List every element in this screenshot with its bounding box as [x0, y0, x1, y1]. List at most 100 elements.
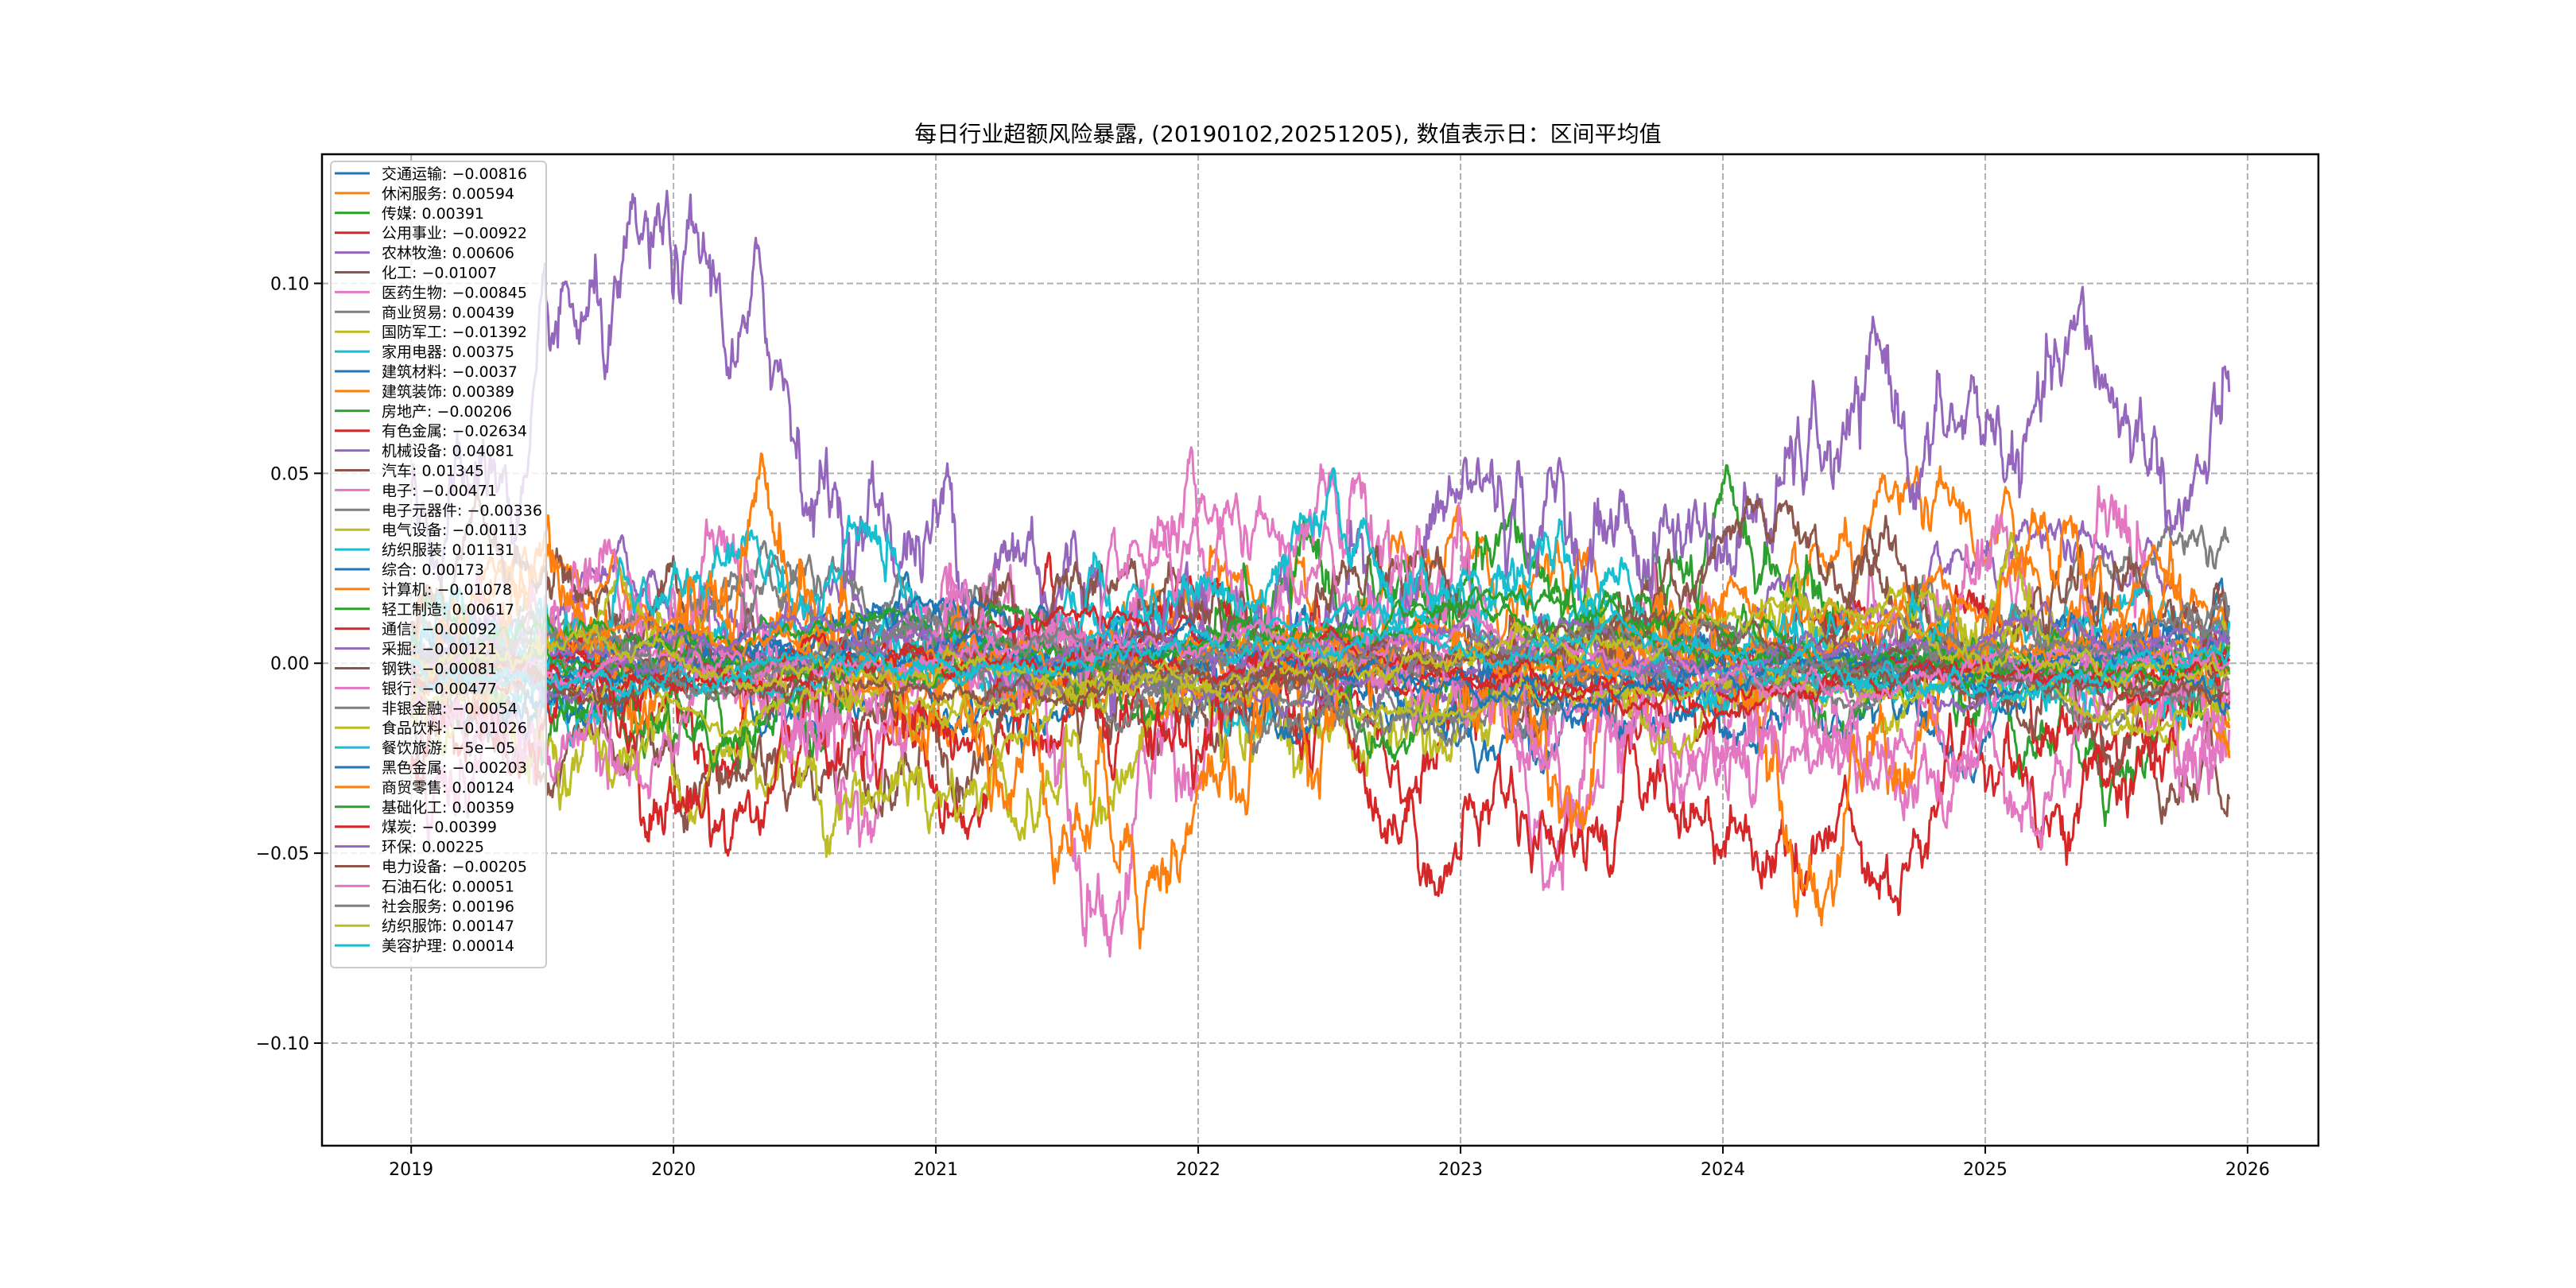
- legend-entry: 建筑装饰: 0.00389: [335, 383, 514, 401]
- legend-entry: 公用事业: −0.00922: [335, 225, 527, 242]
- series-line-纺织服饰: [409, 596, 2230, 697]
- legend-entry: 有色金属: −0.02634: [335, 423, 527, 440]
- legend-entry: 计算机: −0.01078: [335, 581, 512, 599]
- y-tick-label: 0.10: [270, 274, 309, 294]
- legend-entry: 电力设备: −0.00205: [335, 859, 527, 876]
- x-tick-label: 2022: [1176, 1160, 1220, 1180]
- legend-label: 石油石化: 0.00051: [382, 878, 514, 895]
- legend-entry: 采掘: −0.00121: [335, 641, 497, 658]
- legend-label: 轻工制造: 0.00617: [382, 601, 514, 619]
- legend-entry: 环保: 0.00225: [335, 839, 484, 856]
- y-tick-label: 0.05: [270, 464, 309, 484]
- legend-label: 化工: −0.01007: [382, 265, 497, 282]
- legend-label: 黑色金属: −0.00203: [382, 759, 527, 777]
- legend-label: 纺织服饰: 0.00147: [382, 918, 514, 935]
- legend-label: 纺织服装: 0.01131: [382, 541, 514, 559]
- legend-entry: 餐饮旅游: −5e−05: [335, 739, 515, 757]
- legend-label: 社会服务: 0.00196: [382, 898, 514, 915]
- legend-entry: 银行: −0.00477: [335, 680, 497, 697]
- legend-label: 美容护理: 0.00014: [382, 937, 514, 955]
- legend-label: 国防军工: −0.01392: [382, 324, 527, 341]
- x-tick-label: 2023: [1438, 1160, 1483, 1180]
- legend-label: 商业贸易: 0.00439: [382, 304, 514, 321]
- legend-label: 采掘: −0.00121: [382, 641, 497, 658]
- legend-entry: 交通运输: −0.00816: [335, 165, 527, 183]
- series-line-美容护理: [409, 610, 2230, 714]
- legend-entry: 汽车: 0.01345: [335, 463, 484, 480]
- legend-entry: 石油石化: 0.00051: [335, 878, 514, 895]
- legend-label: 公用事业: −0.00922: [382, 225, 527, 242]
- legend-label: 房地产: −0.00206: [382, 403, 512, 421]
- legend-label: 农林牧渔: 0.00606: [382, 245, 514, 262]
- legend-entry: 基础化工: 0.00359: [335, 799, 514, 817]
- x-tick-label: 2021: [914, 1160, 958, 1180]
- legend-entry: 电子: −0.00471: [335, 482, 497, 499]
- legend-entry: 国防军工: −0.01392: [335, 324, 527, 341]
- legend-entry: 房地产: −0.00206: [335, 403, 512, 421]
- series-line-环保: [410, 600, 2231, 704]
- legend-entry: 通信: −0.00092: [335, 621, 497, 638]
- legend-label: 电子: −0.00471: [382, 482, 497, 499]
- series-line-煤炭: [410, 626, 2231, 730]
- chart-title: 每日行业超额风险暴露, (20190102,20251205), 数值表示日：区…: [914, 121, 1661, 147]
- y-tick-label: −0.10: [256, 1034, 309, 1054]
- plot-frame: [320, 153, 2320, 1147]
- legend-label: 煤炭: −0.00399: [382, 819, 497, 836]
- legend-label: 食品饮料: −0.01026: [382, 720, 527, 737]
- legend-entry: 煤炭: −0.00399: [335, 819, 497, 836]
- legend-label: 电子元器件: −0.00336: [382, 502, 542, 519]
- legend-label: 钢铁: −0.00081: [382, 661, 497, 678]
- legend-label: 电气设备: −0.00113: [382, 522, 527, 539]
- x-tick-label: 2026: [2225, 1160, 2270, 1180]
- legend-label: 汽车: 0.01345: [382, 463, 484, 480]
- legend-entry: 轻工制造: 0.00617: [335, 601, 514, 619]
- series-line-计算机: [410, 452, 2231, 950]
- legend-entry: 传媒: 0.00391: [335, 205, 484, 223]
- legend-entry: 社会服务: 0.00196: [335, 898, 514, 915]
- legend-entry: 电子元器件: −0.00336: [335, 502, 542, 519]
- legend-entry: 综合: 0.00173: [335, 561, 484, 579]
- legend-entry: 食品饮料: −0.01026: [335, 720, 527, 737]
- legend-label: 有色金属: −0.02634: [382, 423, 527, 440]
- legend-entry: 商贸零售: 0.00124: [335, 779, 514, 797]
- legend-entry: 美容护理: 0.00014: [335, 937, 514, 955]
- x-tick-label: 2019: [389, 1160, 433, 1180]
- legend-entry: 农林牧渔: 0.00606: [335, 245, 514, 262]
- legend-label: 非银金融: −0.0054: [382, 700, 518, 717]
- series-line-食品饮料: [409, 648, 2231, 738]
- legend-label: 建筑装饰: 0.00389: [382, 383, 514, 401]
- legend-label: 环保: 0.00225: [382, 839, 484, 856]
- x-tick-label: 2024: [1701, 1160, 1745, 1180]
- legend-label: 电力设备: −0.00205: [382, 859, 527, 876]
- x-tick-label: 2025: [1963, 1160, 2008, 1180]
- legend: 交通运输: −0.00816 休闲服务: 0.00594 传媒: 0.00391 公用…: [330, 161, 547, 968]
- legend-label: 机械设备: 0.04081: [382, 443, 514, 460]
- legend-entry: 钢铁: −0.00081: [335, 661, 497, 678]
- legend-label: 通信: −0.00092: [382, 621, 497, 638]
- x-tick-label: 2020: [651, 1160, 696, 1180]
- legend-entry: 休闲服务: 0.00594: [335, 185, 514, 203]
- y-tick-label: −0.05: [256, 844, 309, 864]
- y-tick-label: 0.00: [270, 654, 309, 674]
- legend-entry: 黑色金属: −0.00203: [335, 759, 527, 777]
- legend-frame: [330, 161, 547, 968]
- legend-entry: 医药生物: −0.00845: [335, 284, 527, 301]
- legend-entry: 家用电器: 0.00375: [335, 343, 514, 361]
- axes: 2019 2020 2021 2022 2023 2024 2025 2026 −0.10 −0.…: [256, 274, 2270, 1180]
- legend-label: 建筑材料: −0.0037: [382, 363, 518, 381]
- series-line-基础化工: [410, 588, 2231, 690]
- legend-entry: 纺织服饰: 0.00147: [335, 918, 514, 935]
- legend-label: 商贸零售: 0.00124: [382, 779, 514, 797]
- series-lines: [409, 189, 2231, 958]
- series-line-有色金属: [409, 552, 2231, 917]
- legend-entry: 建筑材料: −0.0037: [335, 363, 518, 381]
- legend-label: 计算机: −0.01078: [382, 581, 512, 599]
- legend-label: 传媒: 0.00391: [382, 205, 484, 223]
- legend-label: 餐饮旅游: −5e−05: [382, 739, 515, 757]
- legend-entry: 化工: −0.01007: [335, 265, 497, 282]
- legend-label: 综合: 0.00173: [382, 561, 484, 579]
- legend-label: 交通运输: −0.00816: [382, 165, 527, 183]
- legend-entry: 机械设备: 0.04081: [335, 443, 514, 460]
- legend-entry: 电气设备: −0.00113: [335, 522, 527, 539]
